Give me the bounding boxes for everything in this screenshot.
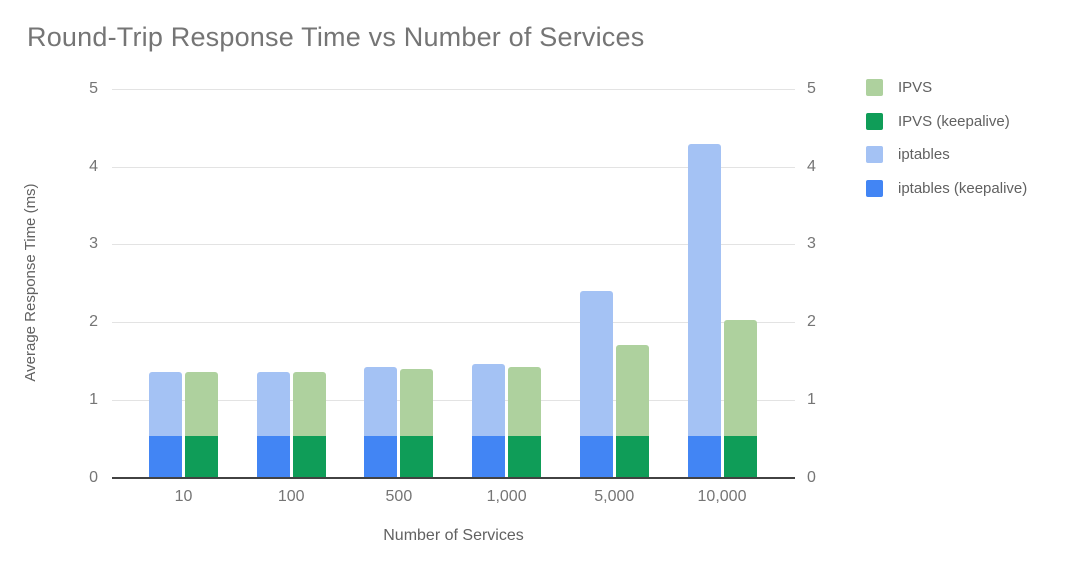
x-tick-10,000: 10,000 (697, 488, 747, 505)
gridline-y-1 (112, 399, 795, 401)
bar-ipvs-keepalive-500 (400, 435, 434, 478)
gridline-y-5 (112, 89, 795, 90)
bar-iptables-keepalive-10,000 (687, 435, 721, 478)
x-tick-500: 500 (385, 488, 413, 505)
y-tick-left-3: 3 (89, 235, 98, 253)
gridline-y-3 (112, 244, 795, 246)
legend-item-ipvs-keepalive: IPVS (keepalive) (866, 112, 1010, 130)
legend-swatch-icon (866, 112, 883, 130)
legend-label: IPVS (898, 79, 933, 96)
y-tick-right-5: 5 (807, 80, 816, 97)
x-tick-5,000: 5,000 (594, 488, 635, 505)
bar-iptables-keepalive-10 (149, 435, 182, 478)
legend-item-iptables: iptables (866, 146, 950, 164)
y-tick-right-1: 1 (807, 390, 816, 408)
x-tick-100: 100 (277, 488, 305, 505)
bar-iptables-10,000 (687, 144, 721, 478)
legend-label: iptables (keepalive) (898, 180, 1028, 198)
legend-swatch-icon (866, 79, 883, 96)
x-axis-baseline (112, 476, 795, 479)
chart-title: Round-Trip Response Time vs Number of Se… (27, 22, 645, 52)
bar-ipvs-keepalive-1,000 (508, 435, 542, 478)
y-tick-left-2: 2 (89, 313, 98, 331)
bar-ipvs-keepalive-10 (185, 435, 218, 478)
gridline-y-2 (112, 322, 795, 324)
bar-iptables-keepalive-1,000 (472, 435, 506, 478)
y-tick-right-3: 3 (807, 235, 816, 253)
y-tick-right-4: 4 (807, 157, 816, 175)
legend-label: iptables (898, 146, 950, 164)
x-tick-10: 10 (174, 488, 193, 505)
legend-item-ipvs: IPVS (866, 79, 932, 96)
x-axis-title: Number of Services (383, 527, 524, 544)
bar-ipvs-keepalive-5,000 (615, 435, 649, 478)
y-axis-title: Average Response Time (ms) (22, 183, 39, 382)
x-tick-1,000: 1,000 (486, 488, 527, 505)
y-tick-right-2: 2 (807, 313, 816, 331)
y-tick-right-0: 0 (807, 468, 816, 486)
legend-item-iptables-keepalive: iptables (keepalive) (866, 180, 1028, 198)
bar-iptables-keepalive-500 (364, 435, 398, 478)
bar-ipvs-keepalive-100 (292, 435, 326, 478)
y-tick-left-4: 4 (89, 157, 98, 175)
y-tick-left-1: 1 (89, 390, 98, 408)
legend-swatch-icon (866, 146, 883, 164)
bar-iptables-keepalive-100 (256, 435, 290, 478)
bar-iptables-keepalive-5,000 (579, 435, 613, 478)
y-tick-left-5: 5 (89, 80, 98, 97)
legend-swatch-icon (866, 180, 883, 198)
legend-label: IPVS (keepalive) (898, 112, 1010, 130)
bar-ipvs-keepalive-10,000 (723, 435, 757, 478)
gridline-y-4 (112, 166, 795, 168)
y-tick-left-0: 0 (89, 468, 98, 486)
